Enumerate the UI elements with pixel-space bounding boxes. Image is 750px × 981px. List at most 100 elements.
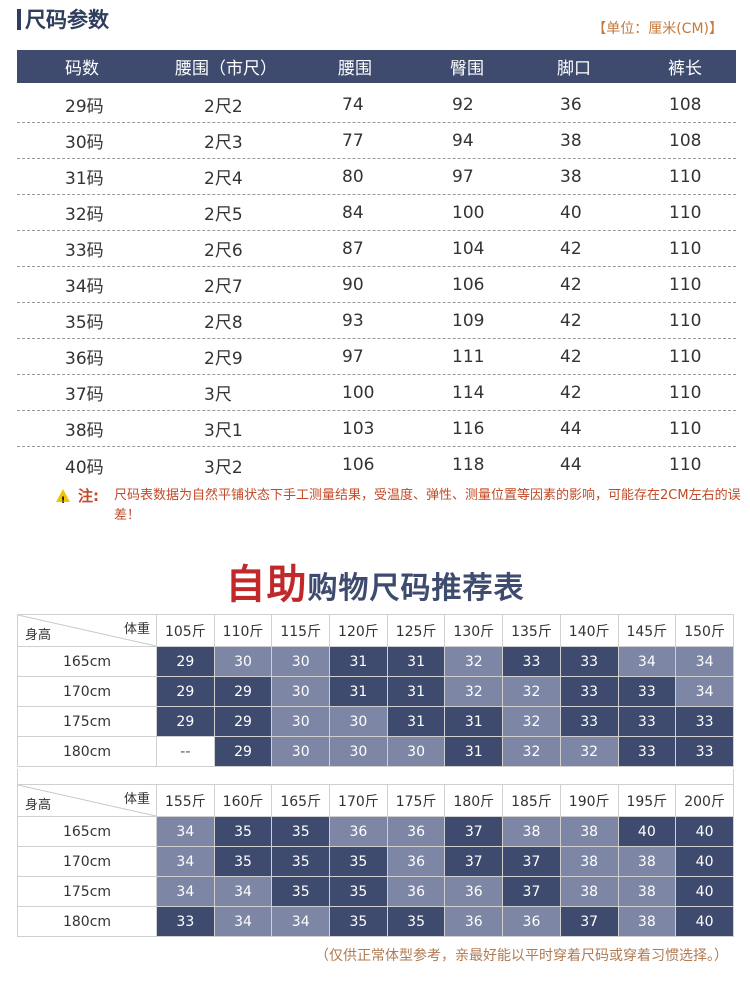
size-recommend-cell: 31 xyxy=(386,646,446,677)
recommend-row: 175cm 34 34 35 35 36 36 37 38 38 40 xyxy=(17,876,734,907)
size-table-cell: 93 xyxy=(342,310,364,331)
title-bar-icon xyxy=(17,8,21,30)
table-gap xyxy=(17,769,734,784)
size-table-cell: 34码 xyxy=(65,277,104,297)
size-table-cell: 100 xyxy=(342,382,375,403)
size-header-cell: 腰围 xyxy=(338,59,372,79)
size-recommend-cell: 33 xyxy=(617,736,677,767)
size-recommend-cell: 35 xyxy=(213,846,273,877)
size-table-cell: 103 xyxy=(342,418,375,439)
size-table-cell: 110 xyxy=(669,166,702,187)
size-recommend-cell: 38 xyxy=(617,846,677,877)
size-recommend-cell: 40 xyxy=(675,906,734,937)
size-table-row: 37码 3尺 100 114 42 110 xyxy=(17,375,736,411)
size-recommend-cell: -- xyxy=(156,736,215,767)
size-recommend-cell: 32 xyxy=(502,736,561,767)
height-label-cell: 170cm xyxy=(17,676,157,707)
size-table-cell: 2尺6 xyxy=(204,241,243,261)
size-recommend-cell: 33 xyxy=(502,646,561,677)
size-recommend-cell: 40 xyxy=(675,846,734,877)
weight-header-cell: 115斤 xyxy=(271,614,331,647)
recommend-title-small: 购物尺码推荐表 xyxy=(307,571,525,606)
size-table-body: 29码 2尺2 74 92 36 108 30码 2尺3 77 94 38 108 31码 2尺4 80 97… xyxy=(17,87,736,483)
size-recommend-cell: 29 xyxy=(156,646,215,677)
size-table-row: 30码 2尺3 77 94 38 108 xyxy=(17,123,736,159)
size-table-cell: 42 xyxy=(560,310,582,331)
size-header-cell: 腰围（市尺） xyxy=(175,59,277,79)
size-recommend-cell: 37 xyxy=(502,876,561,907)
weight-header-cell: 175斤 xyxy=(386,784,446,817)
corner-weight-label: 体重 xyxy=(123,622,150,637)
weight-header-cell: 155斤 xyxy=(156,784,215,817)
size-table-row: 32码 2尺5 84 100 40 110 xyxy=(17,195,736,231)
size-table-row: 33码 2尺6 87 104 42 110 xyxy=(17,231,736,267)
size-table-cell: 110 xyxy=(669,346,702,367)
size-recommend-cell: 31 xyxy=(444,736,504,767)
size-recommend-cell: 34 xyxy=(156,816,215,847)
size-header-cell: 裤长 xyxy=(668,59,702,79)
weight-header-cell: 170斤 xyxy=(329,784,388,817)
weight-header-cell: 110斤 xyxy=(213,614,273,647)
diagonal-line-icon xyxy=(18,615,156,646)
size-recommend-cell: 30 xyxy=(271,676,331,707)
size-table-cell: 100 xyxy=(452,202,485,223)
size-recommend-cell: 36 xyxy=(386,816,446,847)
size-recommend-cell: 33 xyxy=(675,736,734,767)
size-table-cell: 2尺3 xyxy=(204,133,243,153)
weight-header-cell: 125斤 xyxy=(386,614,446,647)
size-recommend-cell: 35 xyxy=(329,906,388,937)
size-recommend-cell: 34 xyxy=(617,646,677,677)
size-table-cell: 114 xyxy=(452,382,485,403)
size-table-cell: 44 xyxy=(560,455,582,475)
size-table-cell: 37码 xyxy=(65,385,104,405)
size-recommend-cell: 38 xyxy=(559,876,619,907)
weight-header-cell: 195斤 xyxy=(617,784,677,817)
recommend-row: 170cm 34 35 35 35 36 37 37 38 38 40 xyxy=(17,846,734,877)
size-table-cell: 111 xyxy=(452,346,485,367)
corner-height-label: 身高 xyxy=(25,798,52,813)
weight-header-cell: 200斤 xyxy=(675,784,734,817)
recommend-title-big: 自助 xyxy=(225,562,308,608)
size-table-header: 码数 腰围（市尺） 腰围 臀围 脚口 裤长 xyxy=(17,50,736,83)
size-recommend-cell: 36 xyxy=(502,906,561,937)
size-table-cell: 36码 xyxy=(65,349,104,369)
size-recommend-cell: 29 xyxy=(213,676,273,707)
size-table-cell: 87 xyxy=(342,238,364,259)
size-recommend-cell: 33 xyxy=(156,906,215,937)
size-recommend-cell: 33 xyxy=(559,706,619,737)
size-recommend-cell: 33 xyxy=(675,706,734,737)
size-table-cell: 118 xyxy=(452,455,485,475)
size-recommend-cell: 38 xyxy=(502,816,561,847)
size-recommend-cell: 34 xyxy=(271,906,331,937)
size-recommend-cell: 33 xyxy=(559,646,619,677)
size-recommend-cell: 36 xyxy=(386,846,446,877)
size-recommend-cell: 30 xyxy=(271,736,331,767)
size-recommend-cell: 31 xyxy=(386,676,446,707)
recommend-row: 175cm 29 29 30 30 31 31 32 33 33 33 xyxy=(17,706,734,737)
size-table-cell: 2尺5 xyxy=(204,205,243,225)
recommend-table-2: 体重 身高 155斤 160斤 165斤 170斤 175斤 180斤 185斤 190斤 195斤… xyxy=(17,784,734,937)
size-recommend-cell: 38 xyxy=(559,846,619,877)
size-table-cell: 90 xyxy=(342,274,364,295)
corner-cell: 体重 身高 xyxy=(17,784,157,817)
size-table-cell: 2尺8 xyxy=(204,313,243,333)
size-recommend-cell: 38 xyxy=(559,816,619,847)
size-recommend-cell: 36 xyxy=(444,876,504,907)
height-label-cell: 170cm xyxy=(17,846,157,877)
height-label-cell: 165cm xyxy=(17,646,157,677)
size-recommend-cell: 29 xyxy=(156,706,215,737)
recommend-title: 自助购物尺码推荐表 xyxy=(0,552,750,610)
size-header-cell: 码数 xyxy=(65,59,99,79)
size-table-cell: 106 xyxy=(452,274,485,295)
size-recommend-cell: 31 xyxy=(329,646,388,677)
size-recommend-cell: 35 xyxy=(329,876,388,907)
recommend-row: 180cm -- 29 30 30 30 31 32 32 33 33 xyxy=(17,736,734,767)
size-table-cell: 29码 xyxy=(65,97,104,117)
size-table-cell: 77 xyxy=(342,130,364,151)
corner-weight-label: 体重 xyxy=(123,792,150,807)
size-table-row: 35码 2尺8 93 109 42 110 xyxy=(17,303,736,339)
size-table-cell: 110 xyxy=(669,274,702,295)
size-recommend-cell: 33 xyxy=(559,676,619,707)
size-table-cell: 30码 xyxy=(65,133,104,153)
size-recommend-cell: 33 xyxy=(617,676,677,707)
